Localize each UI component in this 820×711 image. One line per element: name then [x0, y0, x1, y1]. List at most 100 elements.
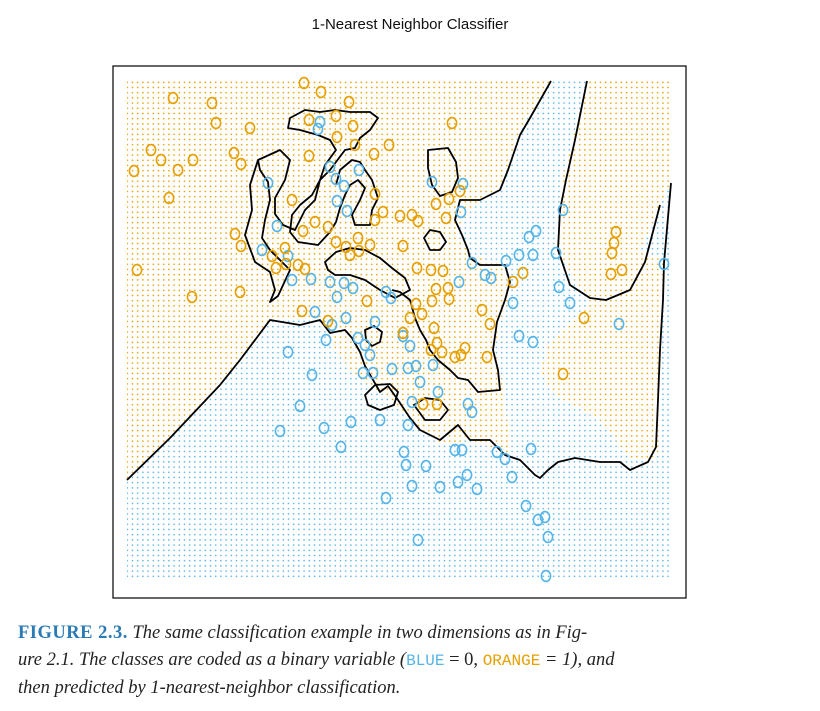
point-blue — [359, 338, 371, 352]
point-blue — [294, 399, 306, 413]
point-blue — [527, 335, 539, 349]
point-blue — [406, 479, 418, 493]
point-blue — [286, 273, 298, 287]
point-blue — [479, 268, 491, 282]
point-orange — [235, 157, 247, 171]
point-orange — [352, 231, 364, 245]
point-blue — [426, 175, 438, 189]
point-orange — [436, 345, 448, 359]
point-orange — [459, 341, 471, 355]
point-orange — [616, 263, 628, 277]
point-blue — [523, 230, 535, 244]
plot-title: 1-Nearest Neighbor Classifier — [311, 16, 509, 33]
plot-frame — [112, 65, 687, 599]
point-blue — [320, 333, 332, 347]
caption-orange-word: ORANGE — [482, 652, 541, 670]
point-orange — [187, 153, 199, 167]
boundary-left-blob — [244, 159, 291, 303]
point-orange — [426, 294, 438, 308]
point-orange — [430, 197, 442, 211]
point-orange — [383, 138, 395, 152]
point-blue — [410, 359, 422, 373]
point-blue — [550, 246, 562, 260]
knn-plot — [112, 65, 687, 599]
point-blue — [452, 475, 464, 489]
boundary-lower-left — [126, 182, 672, 481]
point-blue — [485, 271, 497, 285]
point-blue — [314, 115, 326, 129]
points-layer — [128, 76, 670, 583]
point-orange — [266, 249, 278, 263]
point-blue — [364, 348, 376, 362]
boundary-upper-right-island — [427, 147, 459, 197]
point-blue — [499, 452, 511, 466]
point-orange — [425, 343, 437, 357]
point-orange — [303, 149, 315, 163]
point-blue — [461, 468, 473, 482]
caption-text-1: The same classification example in two d… — [132, 623, 588, 643]
point-orange — [234, 285, 246, 299]
point-orange — [279, 241, 291, 255]
point-blue — [427, 358, 439, 372]
point-orange — [368, 147, 380, 161]
point-blue — [330, 172, 342, 186]
point-blue — [420, 459, 432, 473]
point-orange — [235, 239, 247, 253]
point-blue — [352, 331, 364, 345]
point-blue — [507, 296, 519, 310]
point-blue — [455, 205, 467, 219]
point-orange — [440, 211, 452, 225]
point-orange — [431, 336, 443, 350]
point-orange — [131, 263, 143, 277]
point-orange — [155, 153, 167, 167]
point-orange — [299, 262, 311, 276]
point-orange — [425, 263, 437, 277]
figure-caption: FIGURE 2.3. The same classification exam… — [18, 620, 808, 702]
point-orange — [364, 238, 376, 252]
point-blue — [466, 256, 478, 270]
point-orange — [481, 350, 493, 364]
boundary-left-diagonal — [391, 80, 552, 393]
point-blue — [404, 339, 416, 353]
point-blue — [345, 415, 357, 429]
point-orange — [397, 326, 409, 340]
point-orange — [430, 282, 442, 296]
point-blue — [340, 311, 352, 325]
point-orange — [557, 367, 569, 381]
point-blue — [520, 499, 532, 513]
point-orange — [437, 264, 449, 278]
boundary-right-pocket — [557, 80, 661, 301]
point-orange — [507, 275, 519, 289]
point-orange — [343, 95, 355, 109]
point-orange — [578, 311, 590, 325]
point-orange — [172, 163, 184, 177]
point-blue — [513, 329, 525, 343]
point-orange — [412, 214, 424, 228]
point-orange — [298, 76, 310, 90]
point-orange — [210, 116, 222, 130]
point-orange — [347, 119, 359, 133]
region-orange-pocket-dots — [540, 250, 664, 462]
point-blue — [338, 179, 350, 193]
point-orange — [330, 109, 342, 123]
point-orange — [431, 397, 443, 411]
point-orange — [454, 184, 466, 198]
point-blue — [506, 470, 518, 484]
point-blue — [527, 248, 539, 262]
point-blue — [282, 345, 294, 359]
point-blue — [324, 275, 336, 289]
point-blue — [542, 530, 554, 544]
point-blue — [453, 275, 465, 289]
point-orange — [411, 261, 423, 275]
point-blue — [532, 513, 544, 527]
point-blue — [331, 290, 343, 304]
boundary-small-island — [423, 229, 447, 251]
point-orange — [394, 209, 406, 223]
point-blue — [402, 361, 414, 375]
point-orange — [322, 314, 334, 328]
point-orange — [303, 113, 315, 127]
figure-label: FIGURE 2.3. — [18, 623, 128, 643]
point-blue — [309, 305, 321, 319]
point-blue — [432, 385, 444, 399]
point-blue — [318, 421, 330, 435]
